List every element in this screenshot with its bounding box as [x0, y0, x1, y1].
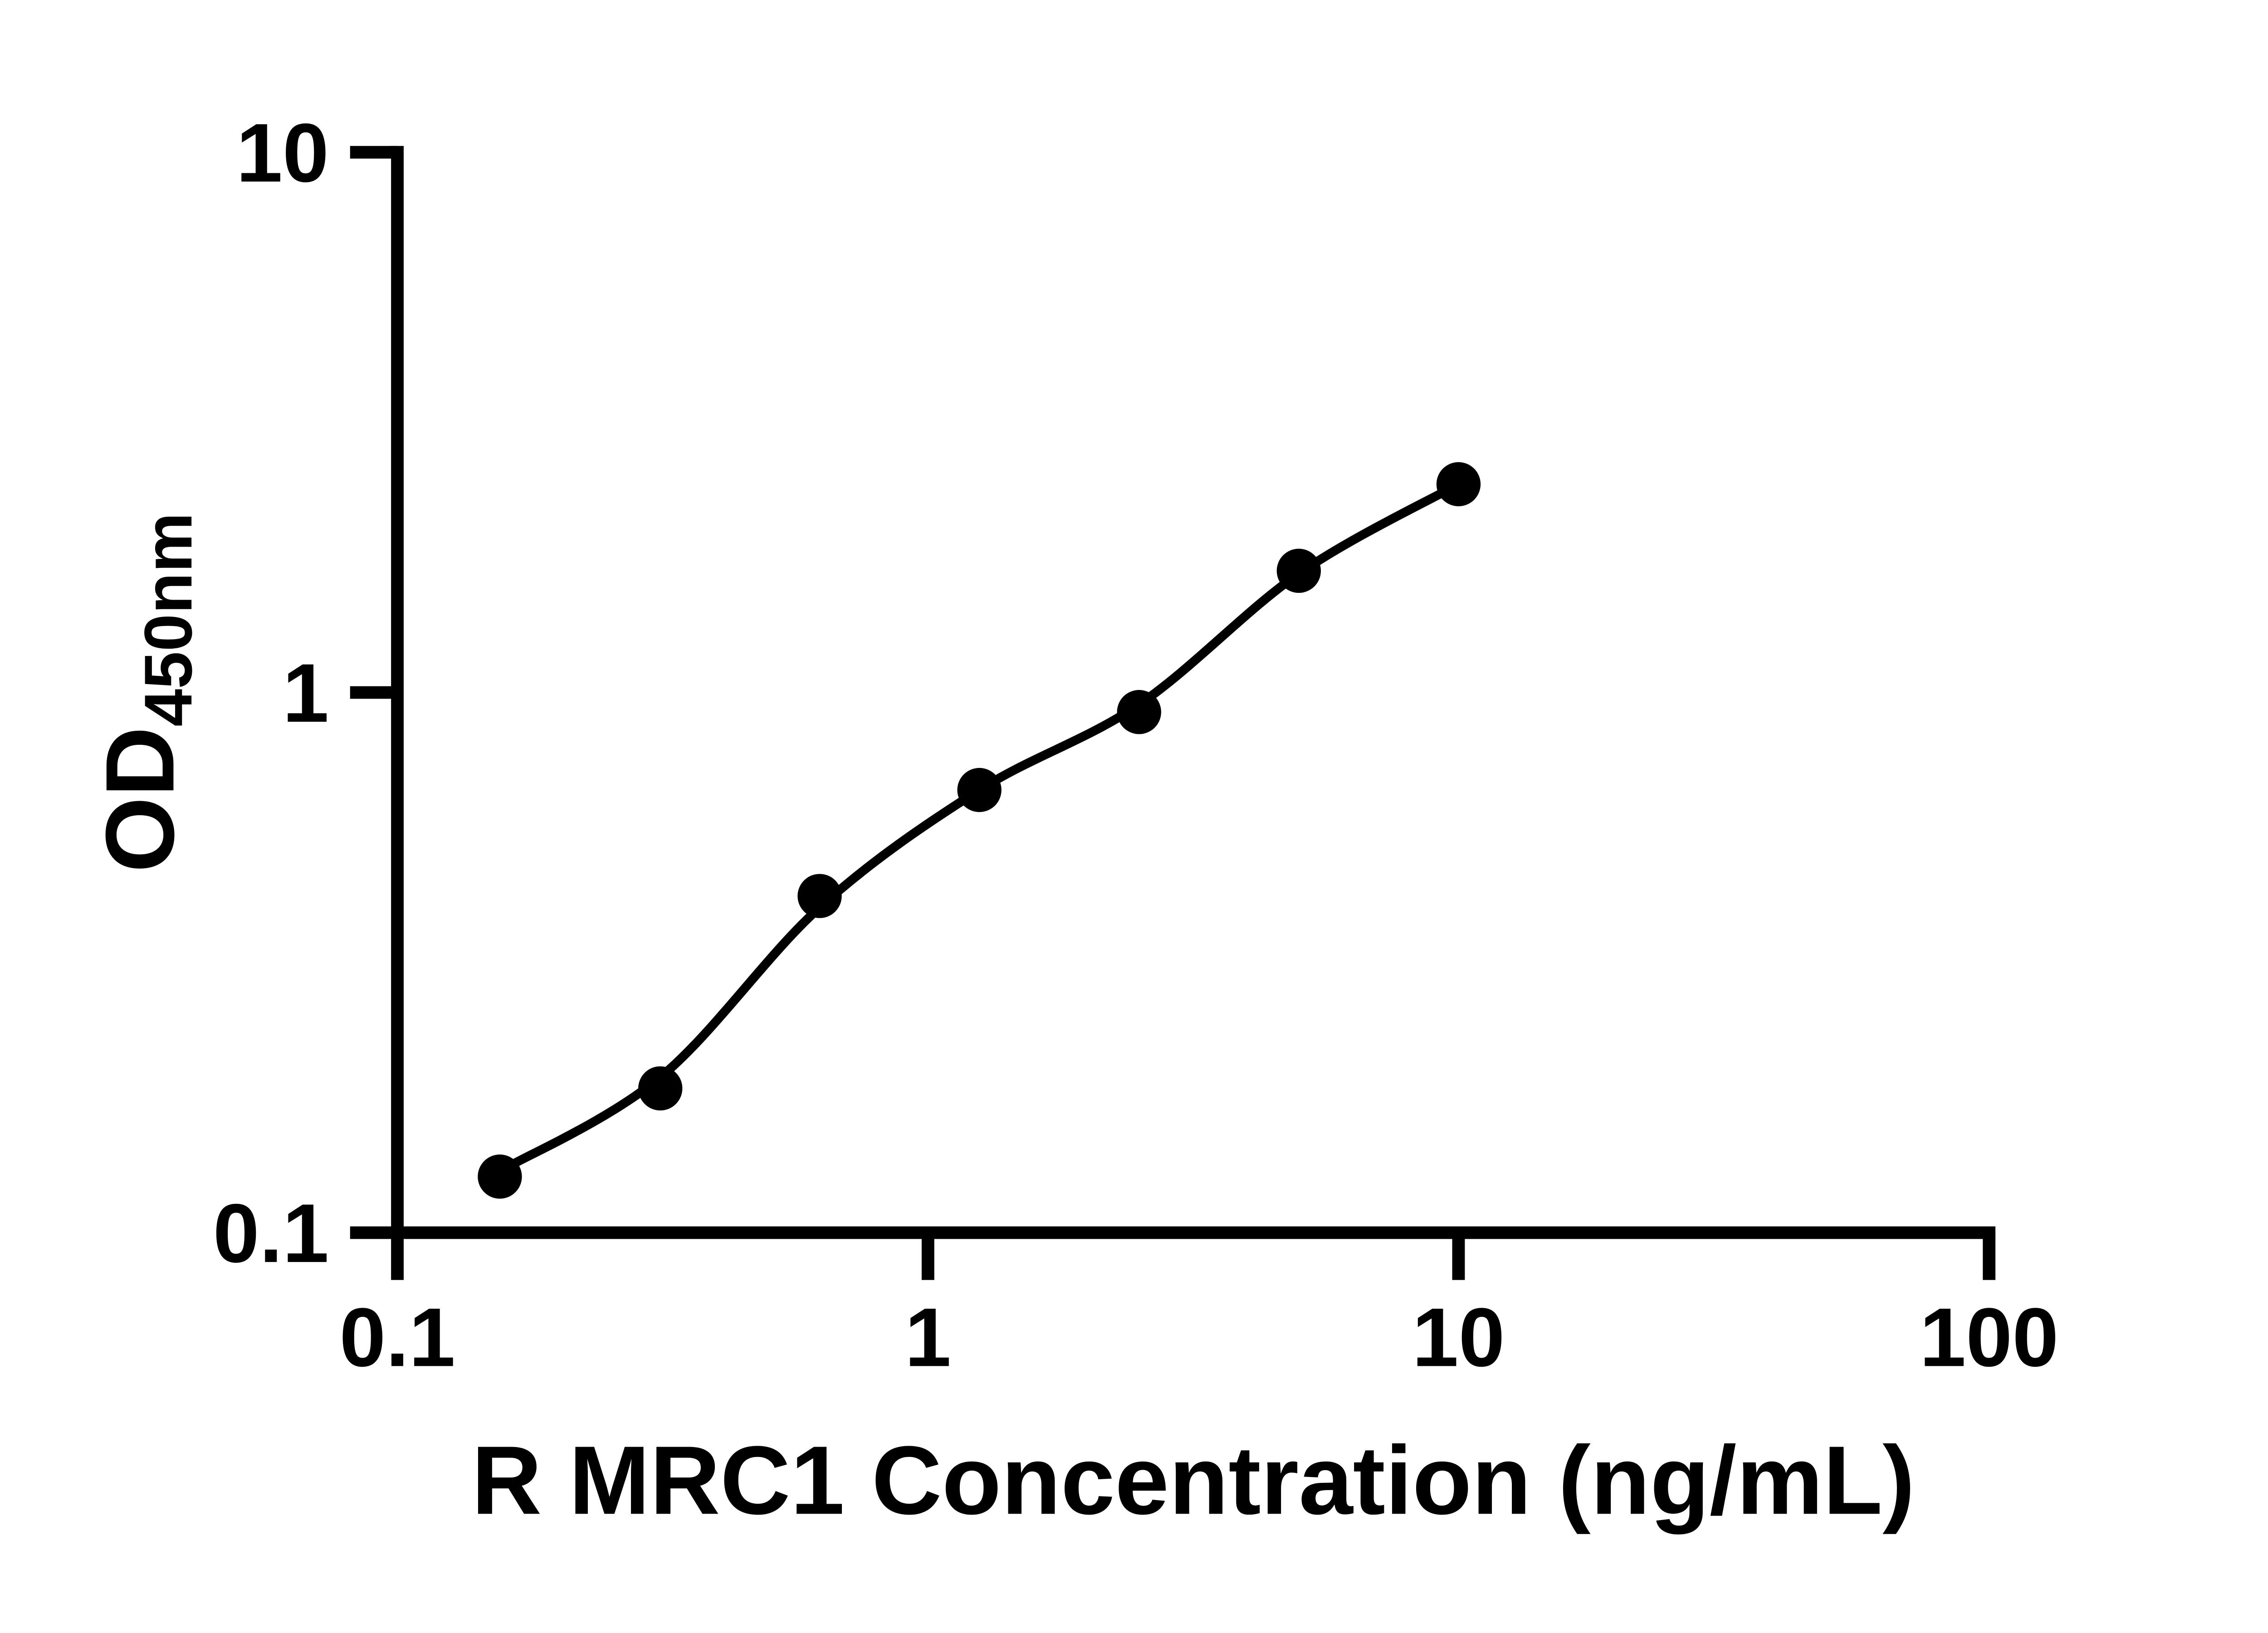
y-tick-label: 10: [236, 106, 329, 199]
x-tick-label: 10: [1412, 1291, 1505, 1384]
data-point: [1117, 690, 1161, 734]
x-tick-label: 0.1: [339, 1291, 455, 1384]
x-tick-label: 100: [1920, 1291, 2059, 1384]
data-point: [1436, 462, 1481, 507]
y-axis-title: OD450nm: [86, 513, 206, 873]
y-tick-label: 1: [283, 646, 329, 739]
x-axis-title: R MRC1 Concentration (ng/mL): [472, 1426, 1915, 1535]
fit-curve: [495, 479, 1463, 1176]
data-point: [478, 1154, 522, 1199]
x-tick-label: 1: [905, 1291, 951, 1384]
y-tick-label: 0.1: [213, 1187, 329, 1280]
data-point: [1276, 548, 1321, 593]
data-point: [797, 874, 842, 918]
data-point: [957, 768, 1002, 812]
data-point: [638, 1066, 683, 1111]
